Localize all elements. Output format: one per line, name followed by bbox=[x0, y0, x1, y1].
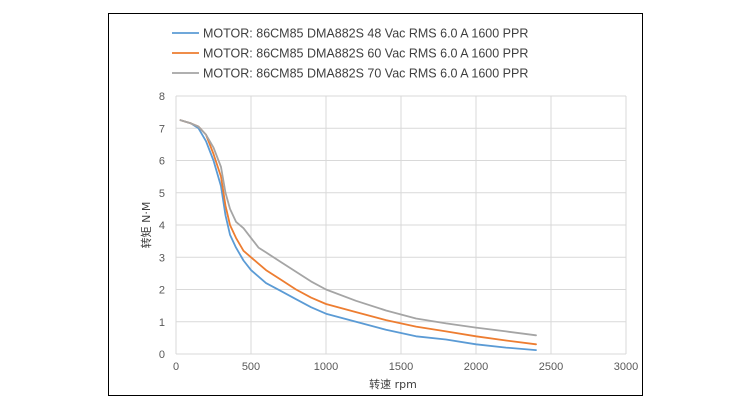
x-tick-label: 1500 bbox=[389, 361, 413, 373]
line-chart: MOTOR: 86CM85 DMA882S 48 Vac RMS 6.0 A 1… bbox=[139, 27, 638, 392]
legend: MOTOR: 86CM85 DMA882S 48 Vac RMS 6.0 A 1… bbox=[172, 27, 528, 81]
chart-frame: MOTOR: 86CM85 DMA882S 48 Vac RMS 6.0 A 1… bbox=[108, 13, 643, 396]
y-tick-label: 0 bbox=[159, 349, 165, 361]
y-tick-label: 7 bbox=[159, 123, 165, 135]
series-lines bbox=[179, 119, 537, 351]
series-line-2 bbox=[179, 119, 537, 346]
series-line-1 bbox=[179, 119, 537, 351]
y-tick-label: 1 bbox=[159, 317, 165, 329]
y-tick-label: 2 bbox=[159, 285, 165, 297]
legend-label-3: MOTOR: 86CM85 DMA882S 70 Vac RMS 6.0 A 1… bbox=[203, 67, 528, 81]
legend-label-2: MOTOR: 86CM85 DMA882S 60 Vac RMS 6.0 A 1… bbox=[203, 47, 528, 61]
y-tick-label: 8 bbox=[159, 91, 165, 103]
x-tick-label: 500 bbox=[242, 361, 260, 373]
y-axis-label: 转矩 N·M bbox=[139, 202, 153, 249]
x-tick-label: 1000 bbox=[314, 361, 338, 373]
y-tick-label: 6 bbox=[159, 156, 165, 168]
y-tick-label: 3 bbox=[159, 252, 165, 264]
x-tick-label: 2000 bbox=[464, 361, 488, 373]
x-tick-label: 2500 bbox=[539, 361, 563, 373]
x-axis-ticks: 0 500 1000 1500 2000 2500 3000 bbox=[173, 361, 638, 373]
y-tick-label: 4 bbox=[159, 220, 165, 232]
x-tick-label: 0 bbox=[173, 361, 179, 373]
legend-label-1: MOTOR: 86CM85 DMA882S 48 Vac RMS 6.0 A 1… bbox=[203, 27, 528, 41]
y-tick-label: 5 bbox=[159, 188, 165, 200]
x-tick-label: 3000 bbox=[614, 361, 638, 373]
y-axis-ticks: 0 1 2 3 4 5 6 7 8 bbox=[159, 91, 165, 361]
series-line-3 bbox=[179, 119, 537, 337]
grid bbox=[175, 95, 627, 355]
x-axis-label: 转速 rpm bbox=[369, 377, 417, 391]
